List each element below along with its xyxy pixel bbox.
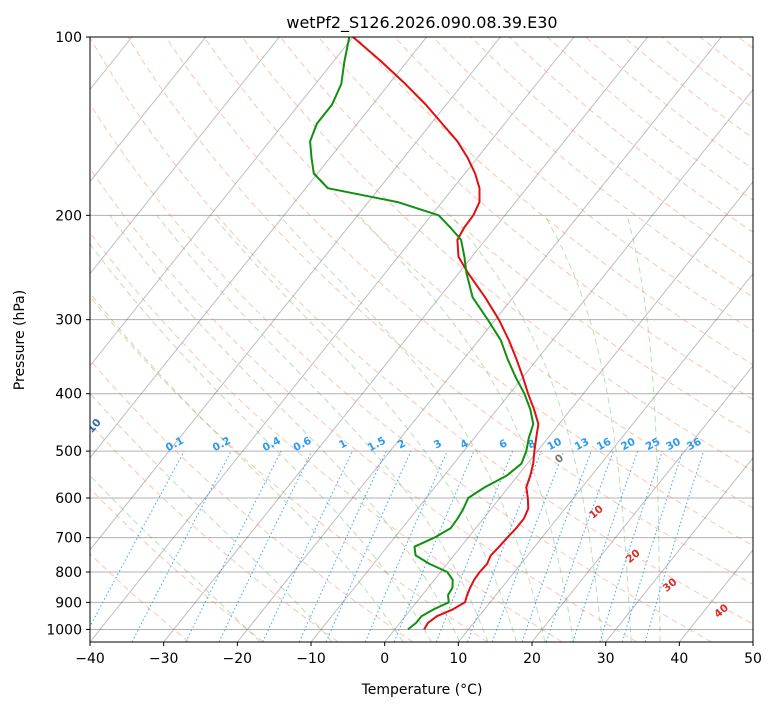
mixing-ratio-line (572, 450, 639, 642)
isotherm-line (605, 457, 753, 642)
x-tick-label: 30 (597, 651, 615, 667)
moist-adiabat-line (626, 215, 661, 642)
mixing-ratio-line (364, 450, 448, 642)
mixing-ratio-line (435, 450, 514, 642)
x-tick-label: −30 (149, 651, 179, 667)
x-tick-label: −40 (75, 651, 105, 667)
dry-adiabat-line (356, 37, 753, 366)
y-tick-label: 300 (55, 313, 82, 329)
y-tick-label: 800 (55, 565, 82, 581)
isotherm-line (310, 88, 753, 642)
mixing-ratio-line (185, 450, 282, 642)
isotherm-line (90, 37, 354, 367)
isotherm-line (90, 37, 280, 275)
isotherm-line (384, 180, 753, 642)
x-tick-label: −20 (223, 651, 253, 667)
dry-adiabat-line (90, 103, 712, 642)
isotherm-line (457, 272, 753, 642)
y-tick-label: 100 (55, 30, 82, 46)
chart-title: wetPf2_S126.2026.090.08.39.E30 (286, 13, 557, 33)
mixing-ratio-line (644, 450, 705, 642)
dry-adiabat-line (127, 37, 753, 586)
plot-area (90, 37, 753, 642)
mixing-ratio-line (393, 450, 475, 642)
x-tick-label: 20 (523, 651, 541, 667)
mixing-ratio-line (599, 450, 663, 642)
dewpoint-profile-line (309, 37, 535, 631)
dry-adiabat-line (90, 359, 414, 642)
dry-adiabat-line (318, 37, 753, 401)
moist-adiabat-line (212, 214, 517, 642)
dry-adiabat-line (90, 231, 563, 642)
sounding-profiles (309, 37, 540, 631)
y-axis-ticks: 100 200 300 400 500 600 700 800 900 1000 (46, 30, 90, 638)
moist-adiabat-line (156, 214, 489, 642)
mixing-ratio-line (467, 450, 542, 642)
x-tick-label: 40 (670, 651, 688, 667)
x-tick-label: 10 (449, 651, 467, 667)
moist-adiabat-line (278, 214, 546, 642)
moist-adiabat-line (90, 392, 333, 642)
temperature-profile-line (352, 37, 540, 630)
mixing-ratio-line (545, 450, 614, 642)
y-tick-label: 400 (55, 387, 82, 403)
moist-adiabat-line (90, 474, 261, 642)
y-tick-label: 1000 (46, 622, 82, 638)
dry-adiabat-line (394, 37, 753, 332)
y-tick-label: 500 (55, 444, 82, 460)
mixing-ratio-line (90, 450, 185, 628)
mixing-ratio-line (325, 450, 412, 642)
y-axis-label: Pressure (hPa) (12, 290, 28, 390)
mixing-ratio-line (491, 450, 565, 642)
mixing-ratio-line (521, 450, 592, 642)
isotherm-line (90, 37, 575, 642)
background-lines (90, 37, 753, 642)
plot-frame (89, 36, 754, 643)
mixing-ratio-line (621, 450, 684, 642)
isobar-grid (90, 36, 753, 630)
dry-adiabat-line (90, 423, 339, 642)
moist-adiabat-line (109, 215, 461, 642)
y-tick-label: 900 (55, 595, 82, 611)
y-tick-label: 200 (55, 208, 82, 224)
isotherm-line (90, 37, 207, 183)
y-tick-label: 600 (55, 491, 82, 507)
dry-adiabat-line (203, 37, 753, 509)
moist-adiabat-line (90, 292, 404, 642)
moist-adiabat-line (544, 215, 632, 642)
isotherm-line (163, 37, 649, 642)
isotherm-line (90, 37, 428, 459)
dry-adiabat-line (90, 295, 488, 642)
y-tick-label: 700 (55, 531, 82, 547)
x-axis-ticks: −40 −30 −20 −10 0 10 20 30 40 50 (75, 642, 762, 667)
dry-adiabat-line (90, 37, 753, 625)
dry-adiabat-line (165, 37, 753, 547)
dry-adiabat-line (90, 167, 638, 642)
dry-adiabat-line (90, 553, 190, 642)
isotherm-line (236, 37, 722, 642)
x-tick-label: 50 (744, 651, 762, 667)
moist-adiabat-line (450, 214, 603, 642)
x-tick-label: −10 (296, 651, 326, 667)
x-tick-label: 0 (380, 651, 389, 667)
x-axis-label: Temperature (°C) (361, 682, 483, 698)
isotherm-line (531, 364, 753, 642)
isotherm-line (90, 37, 501, 551)
